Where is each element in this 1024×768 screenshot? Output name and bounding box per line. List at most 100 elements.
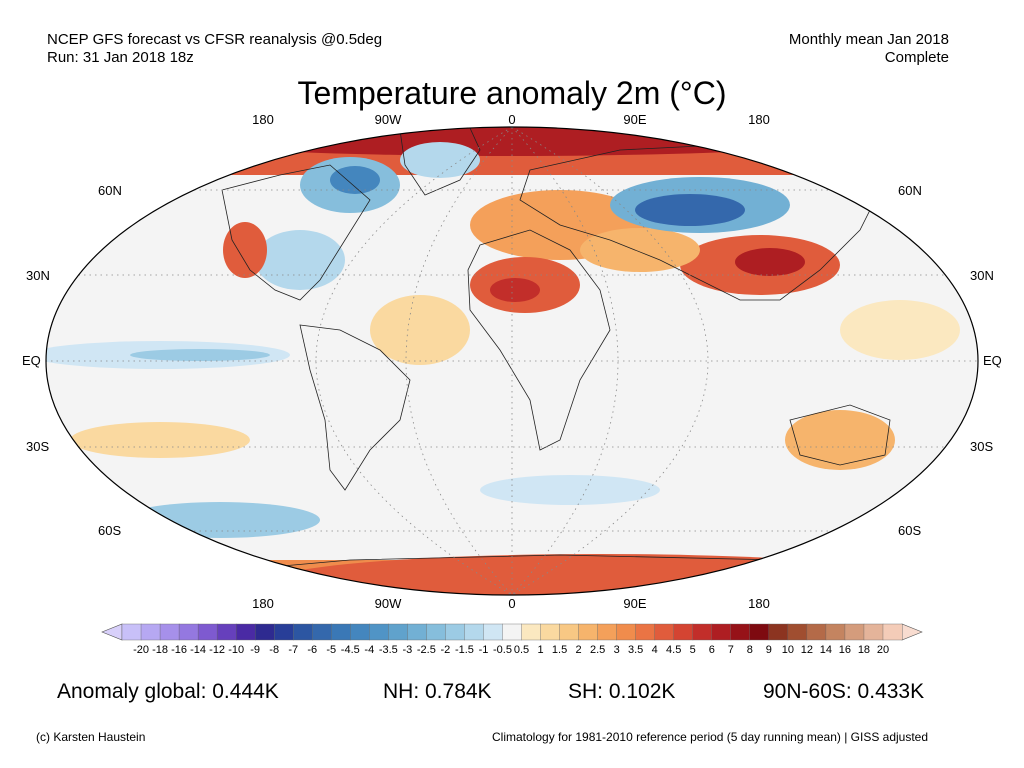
colorbar-tick-label: -12 (209, 644, 225, 656)
colorbar-tick-label: 18 (858, 644, 870, 656)
credit: (c) Karsten Haustein (36, 730, 146, 744)
lon-label-top: 180 (252, 112, 274, 127)
colorbar-tick-label: 2 (576, 644, 582, 656)
anomaly-field (46, 127, 978, 595)
colorbar-tick-label: -3.5 (379, 644, 398, 656)
stat-global: Anomaly global: 0.444K (57, 680, 279, 703)
lon-label-top: 180 (748, 112, 770, 127)
colorbar-bin (426, 623, 446, 641)
colorbar-bin (159, 623, 180, 641)
source-line: NCEP GFS forecast vs CFSR reanalysis @0.… (47, 31, 383, 48)
colorbar-tick-label: -20 (133, 644, 149, 656)
climatology-note: Climatology for 1981-2010 reference peri… (492, 730, 929, 744)
colorbar-tick-label: 16 (839, 644, 851, 656)
run-line: Run: 31 Jan 2018 18z (47, 49, 194, 66)
colorbar-bin (711, 623, 732, 641)
colorbar-bin (464, 623, 484, 641)
lat-label-left: EQ (22, 353, 41, 368)
lon-label-bottom: 90W (374, 596, 402, 611)
colorbar-tick-label: 14 (820, 644, 832, 656)
colorbar-bin (654, 623, 675, 641)
stat-arctic: 90N-60S: 0.433K (763, 680, 925, 703)
colorbar-bin (635, 623, 656, 641)
colorbar: -20 -18 -16 -14 -12 -10 -9 -8 -7 -6 -5 -4.5 -4 -3.5 -3… (101, 623, 923, 656)
colorbar-bin (692, 623, 713, 641)
colorbar-bin (121, 623, 142, 641)
colorbar-bin (597, 623, 618, 641)
lat-label-right: 60S (898, 523, 922, 538)
colorbar-tick-label: -14 (190, 644, 206, 656)
colorbar-tick-label: 0.5 (514, 644, 529, 656)
colorbar-bin (806, 623, 827, 641)
colorbar-bin (749, 623, 770, 641)
colorbar-bin (844, 623, 865, 641)
colorbar-tick-label: -2.5 (417, 644, 436, 656)
colorbar-tick-label: 5 (690, 644, 696, 656)
colorbar-over-arrow (901, 623, 923, 641)
colorbar-tick-label: 3 (614, 644, 620, 656)
colorbar-tick-label: 8 (747, 644, 753, 656)
colorbar-tick-label: 7 (728, 644, 734, 656)
lon-label-top: 90W (374, 112, 402, 127)
colorbar-tick-label: 1 (537, 644, 543, 656)
lat-label-left: 60S (98, 523, 122, 538)
colorbar-bin (407, 623, 427, 641)
colorbar-bin (730, 623, 751, 641)
colorbar-tick-label: -2 (441, 644, 451, 656)
colorbar-bin (787, 623, 808, 641)
colorbar-bin (483, 623, 503, 641)
colorbar-tick-label: 6 (709, 644, 715, 656)
colorbar-tick-label: -9 (250, 644, 260, 656)
colorbar-tick-label: -0.5 (493, 644, 512, 656)
lat-label-left: 60N (98, 183, 122, 198)
lat-label-right: 60N (898, 183, 922, 198)
colorbar-bin (293, 623, 313, 641)
graticule (46, 127, 978, 595)
colorbar-bin (369, 623, 389, 641)
colorbar-tick-label: -1.5 (455, 644, 474, 656)
colorbar-tick-label: -7 (288, 644, 298, 656)
colorbar-bin (540, 623, 561, 641)
colorbar-tick-label: -4 (364, 644, 374, 656)
colorbar-tick-label: 10 (782, 644, 794, 656)
colorbar-bin (350, 623, 370, 641)
colorbar-bin (825, 623, 846, 641)
colorbar-tick-label: -5 (326, 644, 336, 656)
colorbar-bin (312, 623, 332, 641)
lat-label-left: 30N (26, 268, 50, 283)
colorbar-bin (445, 623, 465, 641)
colorbar-under-arrow (101, 623, 123, 641)
colorbar-bin (331, 623, 351, 641)
colorbar-tick-label: -1 (479, 644, 489, 656)
stat-sh: SH: 0.102K (568, 680, 676, 703)
lon-label-bottom: 90E (623, 596, 647, 611)
colorbar-tick-label: 4.5 (666, 644, 681, 656)
colorbar-bin (863, 623, 884, 641)
lon-label-bottom: 180 (748, 596, 770, 611)
globe-border (45, 126, 979, 596)
colorbar-tick-label: 2.5 (590, 644, 605, 656)
colorbar-bin (216, 623, 237, 641)
colorbar-bin (254, 623, 275, 641)
map-title: Temperature anomaly 2m (°C) (297, 75, 727, 111)
colorbar-bin (882, 623, 903, 641)
colorbar-bin (178, 623, 199, 641)
colorbar-tick-label: -8 (269, 644, 279, 656)
colorbar-bin (235, 623, 256, 641)
colorbar-bin (616, 623, 637, 641)
colorbar-bin (578, 623, 599, 641)
colorbar-bin (502, 623, 523, 641)
colorbar-bin (197, 623, 218, 641)
colorbar-tick-label: -16 (171, 644, 187, 656)
colorbar-tick-label: -6 (307, 644, 317, 656)
colorbar-tick-label: -3 (402, 644, 412, 656)
lat-label-right: 30S (970, 439, 994, 454)
lat-label-right: 30N (970, 268, 994, 283)
stat-nh: NH: 0.784K (383, 680, 492, 703)
period-line: Monthly mean Jan 2018 (788, 31, 949, 48)
colorbar-bin (388, 623, 408, 641)
lat-label-left: 30S (26, 439, 50, 454)
colorbar-bin (559, 623, 580, 641)
colorbar-tick-label: 9 (766, 644, 772, 656)
